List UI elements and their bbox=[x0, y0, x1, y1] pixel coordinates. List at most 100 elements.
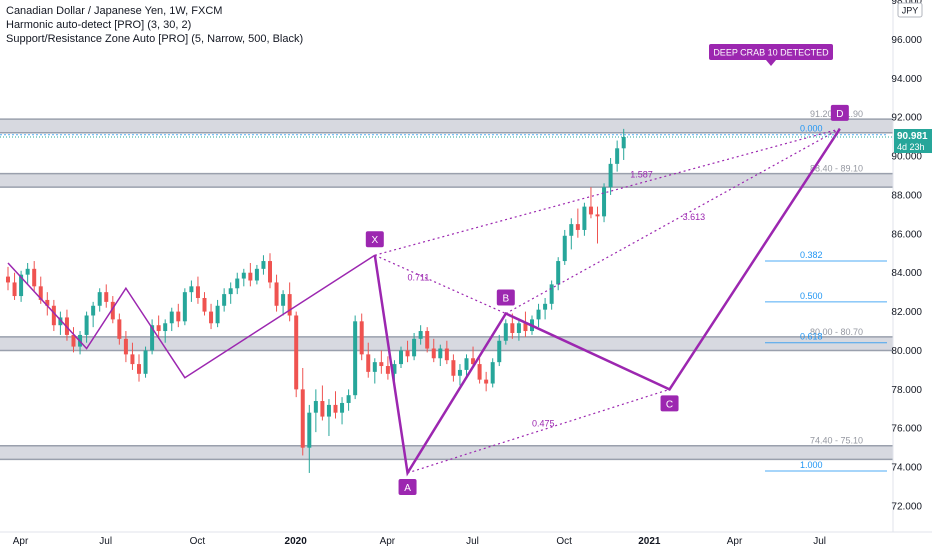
pattern-point-box bbox=[398, 478, 417, 495]
price-axis-tick: 84.000 bbox=[891, 268, 922, 279]
candle-body bbox=[6, 276, 10, 283]
time-axis-tick: Oct bbox=[190, 536, 206, 547]
candle-body bbox=[104, 292, 109, 302]
candle-body bbox=[471, 358, 476, 365]
candle-body bbox=[163, 323, 168, 332]
price-axis-tick: 76.000 bbox=[891, 424, 922, 435]
fib-level-label: 0.618 bbox=[800, 332, 823, 342]
candle-body bbox=[268, 261, 272, 283]
candle-body bbox=[621, 137, 626, 149]
candle-body bbox=[169, 311, 174, 324]
chart-legend: Canadian Dollar / Japanese Yen, 1W, FXCM… bbox=[6, 4, 303, 46]
candle-body bbox=[418, 331, 423, 339]
pattern-point-label: A bbox=[404, 483, 411, 494]
candle-body bbox=[556, 261, 561, 285]
candle-body bbox=[549, 284, 554, 304]
candle-body bbox=[97, 292, 102, 306]
candle-body bbox=[353, 321, 358, 396]
pattern-point-label: B bbox=[502, 294, 509, 305]
candle-body bbox=[399, 350, 403, 365]
candle-body bbox=[602, 187, 607, 217]
candle-body bbox=[12, 282, 17, 297]
time-axis-tick: Apr bbox=[727, 536, 743, 547]
current-price-value: 90.981 bbox=[897, 131, 928, 142]
sr-zone-label: 80.00 - 80.70 bbox=[810, 327, 863, 337]
candle-body bbox=[38, 286, 43, 300]
indicator-harmonic[interactable]: Harmonic auto-detect [PRO] (3, 30, 2) bbox=[6, 19, 192, 31]
candle-body bbox=[340, 402, 345, 413]
sr-zone-band bbox=[0, 173, 893, 188]
candle-body bbox=[209, 311, 214, 324]
symbol-title[interactable]: Canadian Dollar / Japanese Yen, 1W, FXCM bbox=[6, 5, 223, 17]
candle-body bbox=[595, 214, 600, 217]
candle-body bbox=[117, 319, 122, 339]
candle-body bbox=[19, 274, 24, 297]
candle-body bbox=[425, 331, 430, 349]
price-axis-tick: 72.000 bbox=[891, 502, 922, 513]
time-axis-tick: 2020 bbox=[285, 536, 308, 547]
time-axis-tick: 2021 bbox=[638, 536, 661, 547]
candle-body bbox=[464, 358, 469, 370]
fib-level-label: 0.382 bbox=[800, 250, 823, 260]
pattern-point-label: D bbox=[836, 109, 843, 120]
candle-body bbox=[182, 292, 187, 322]
indicator-sr-zone[interactable]: Support/Resistance Zone Auto [PRO] (5, N… bbox=[6, 33, 304, 45]
candle-body bbox=[320, 401, 325, 417]
fibonacci-levels: 0.000 0.382 0.500 0.618 1.000 bbox=[0, 124, 887, 472]
zigzag-line bbox=[7, 254, 376, 379]
candle-body bbox=[497, 340, 502, 363]
candle-body bbox=[333, 404, 338, 413]
pattern-ratio-label: 0.711 bbox=[408, 272, 430, 282]
candle-body bbox=[25, 268, 30, 275]
pattern-point-b: B bbox=[496, 289, 515, 306]
candle-body bbox=[575, 224, 580, 230]
candle-body bbox=[608, 163, 613, 188]
candle-body bbox=[235, 278, 240, 289]
candle-body bbox=[32, 268, 37, 287]
candle-body bbox=[274, 282, 279, 306]
candle-body bbox=[307, 412, 312, 448]
candle-body bbox=[91, 305, 96, 316]
price-axis-tick: 90.000 bbox=[891, 152, 922, 163]
currency-badge bbox=[897, 2, 923, 18]
candle-body bbox=[294, 315, 299, 390]
candle-body bbox=[195, 286, 200, 298]
pattern-ratio-line bbox=[374, 254, 507, 315]
price-axis-tick: 92.000 bbox=[891, 113, 922, 124]
candle-body bbox=[143, 350, 148, 374]
candle-body bbox=[477, 364, 482, 380]
candle-body bbox=[366, 354, 371, 372]
fib-level-label: 0.500 bbox=[800, 291, 823, 301]
candle-body bbox=[189, 286, 194, 293]
price-axis-tick: 86.000 bbox=[891, 229, 922, 240]
candle-body bbox=[71, 334, 76, 347]
current-price-tag bbox=[894, 129, 932, 154]
candle-body bbox=[130, 354, 135, 365]
time-axis-tick: Apr bbox=[13, 536, 29, 547]
candle-body bbox=[176, 311, 181, 322]
candle-body bbox=[569, 224, 574, 236]
time-axis-tick: Jul bbox=[99, 536, 112, 547]
time-axis-tick: Jul bbox=[813, 536, 826, 547]
candle-body bbox=[110, 301, 115, 320]
pattern-point-x: X bbox=[365, 231, 384, 248]
sr-zone-label: 74.40 - 75.10 bbox=[810, 436, 863, 446]
candle-body bbox=[359, 321, 364, 355]
candle-body bbox=[248, 272, 253, 281]
pattern-point-label: C bbox=[666, 399, 673, 410]
detection-banner-text: DEEP CRAB 10 DETECTED bbox=[713, 48, 829, 58]
time-axis-tick: Jul bbox=[466, 536, 479, 547]
pattern-point-box bbox=[830, 104, 849, 121]
pattern-ratio-label: 0.475 bbox=[532, 418, 555, 428]
candle-body bbox=[281, 294, 286, 306]
candle-body bbox=[431, 348, 436, 359]
candle-body bbox=[313, 401, 318, 413]
candle-body bbox=[562, 235, 567, 262]
sr-zone-band bbox=[0, 119, 893, 133]
pattern-point-box bbox=[365, 231, 384, 248]
candle-body bbox=[261, 261, 266, 269]
